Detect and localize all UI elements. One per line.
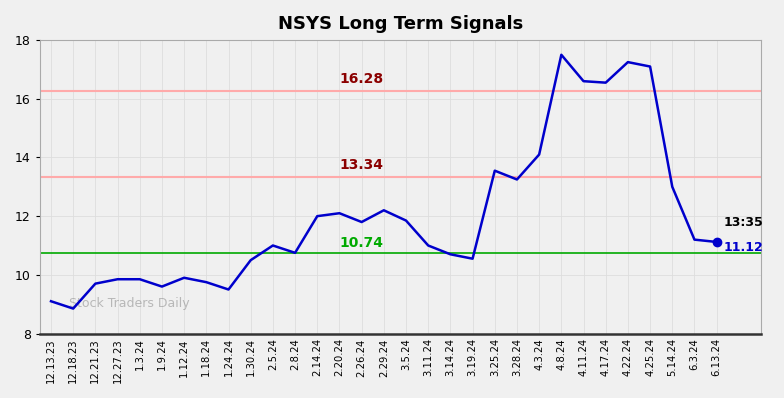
Text: Stock Traders Daily: Stock Traders Daily xyxy=(69,297,190,310)
Text: 13:35: 13:35 xyxy=(724,216,763,229)
Text: 13.34: 13.34 xyxy=(339,158,383,172)
Text: 11.12: 11.12 xyxy=(724,240,763,254)
Title: NSYS Long Term Signals: NSYS Long Term Signals xyxy=(278,15,523,33)
Text: 16.28: 16.28 xyxy=(339,72,383,86)
Text: 10.74: 10.74 xyxy=(339,236,383,250)
